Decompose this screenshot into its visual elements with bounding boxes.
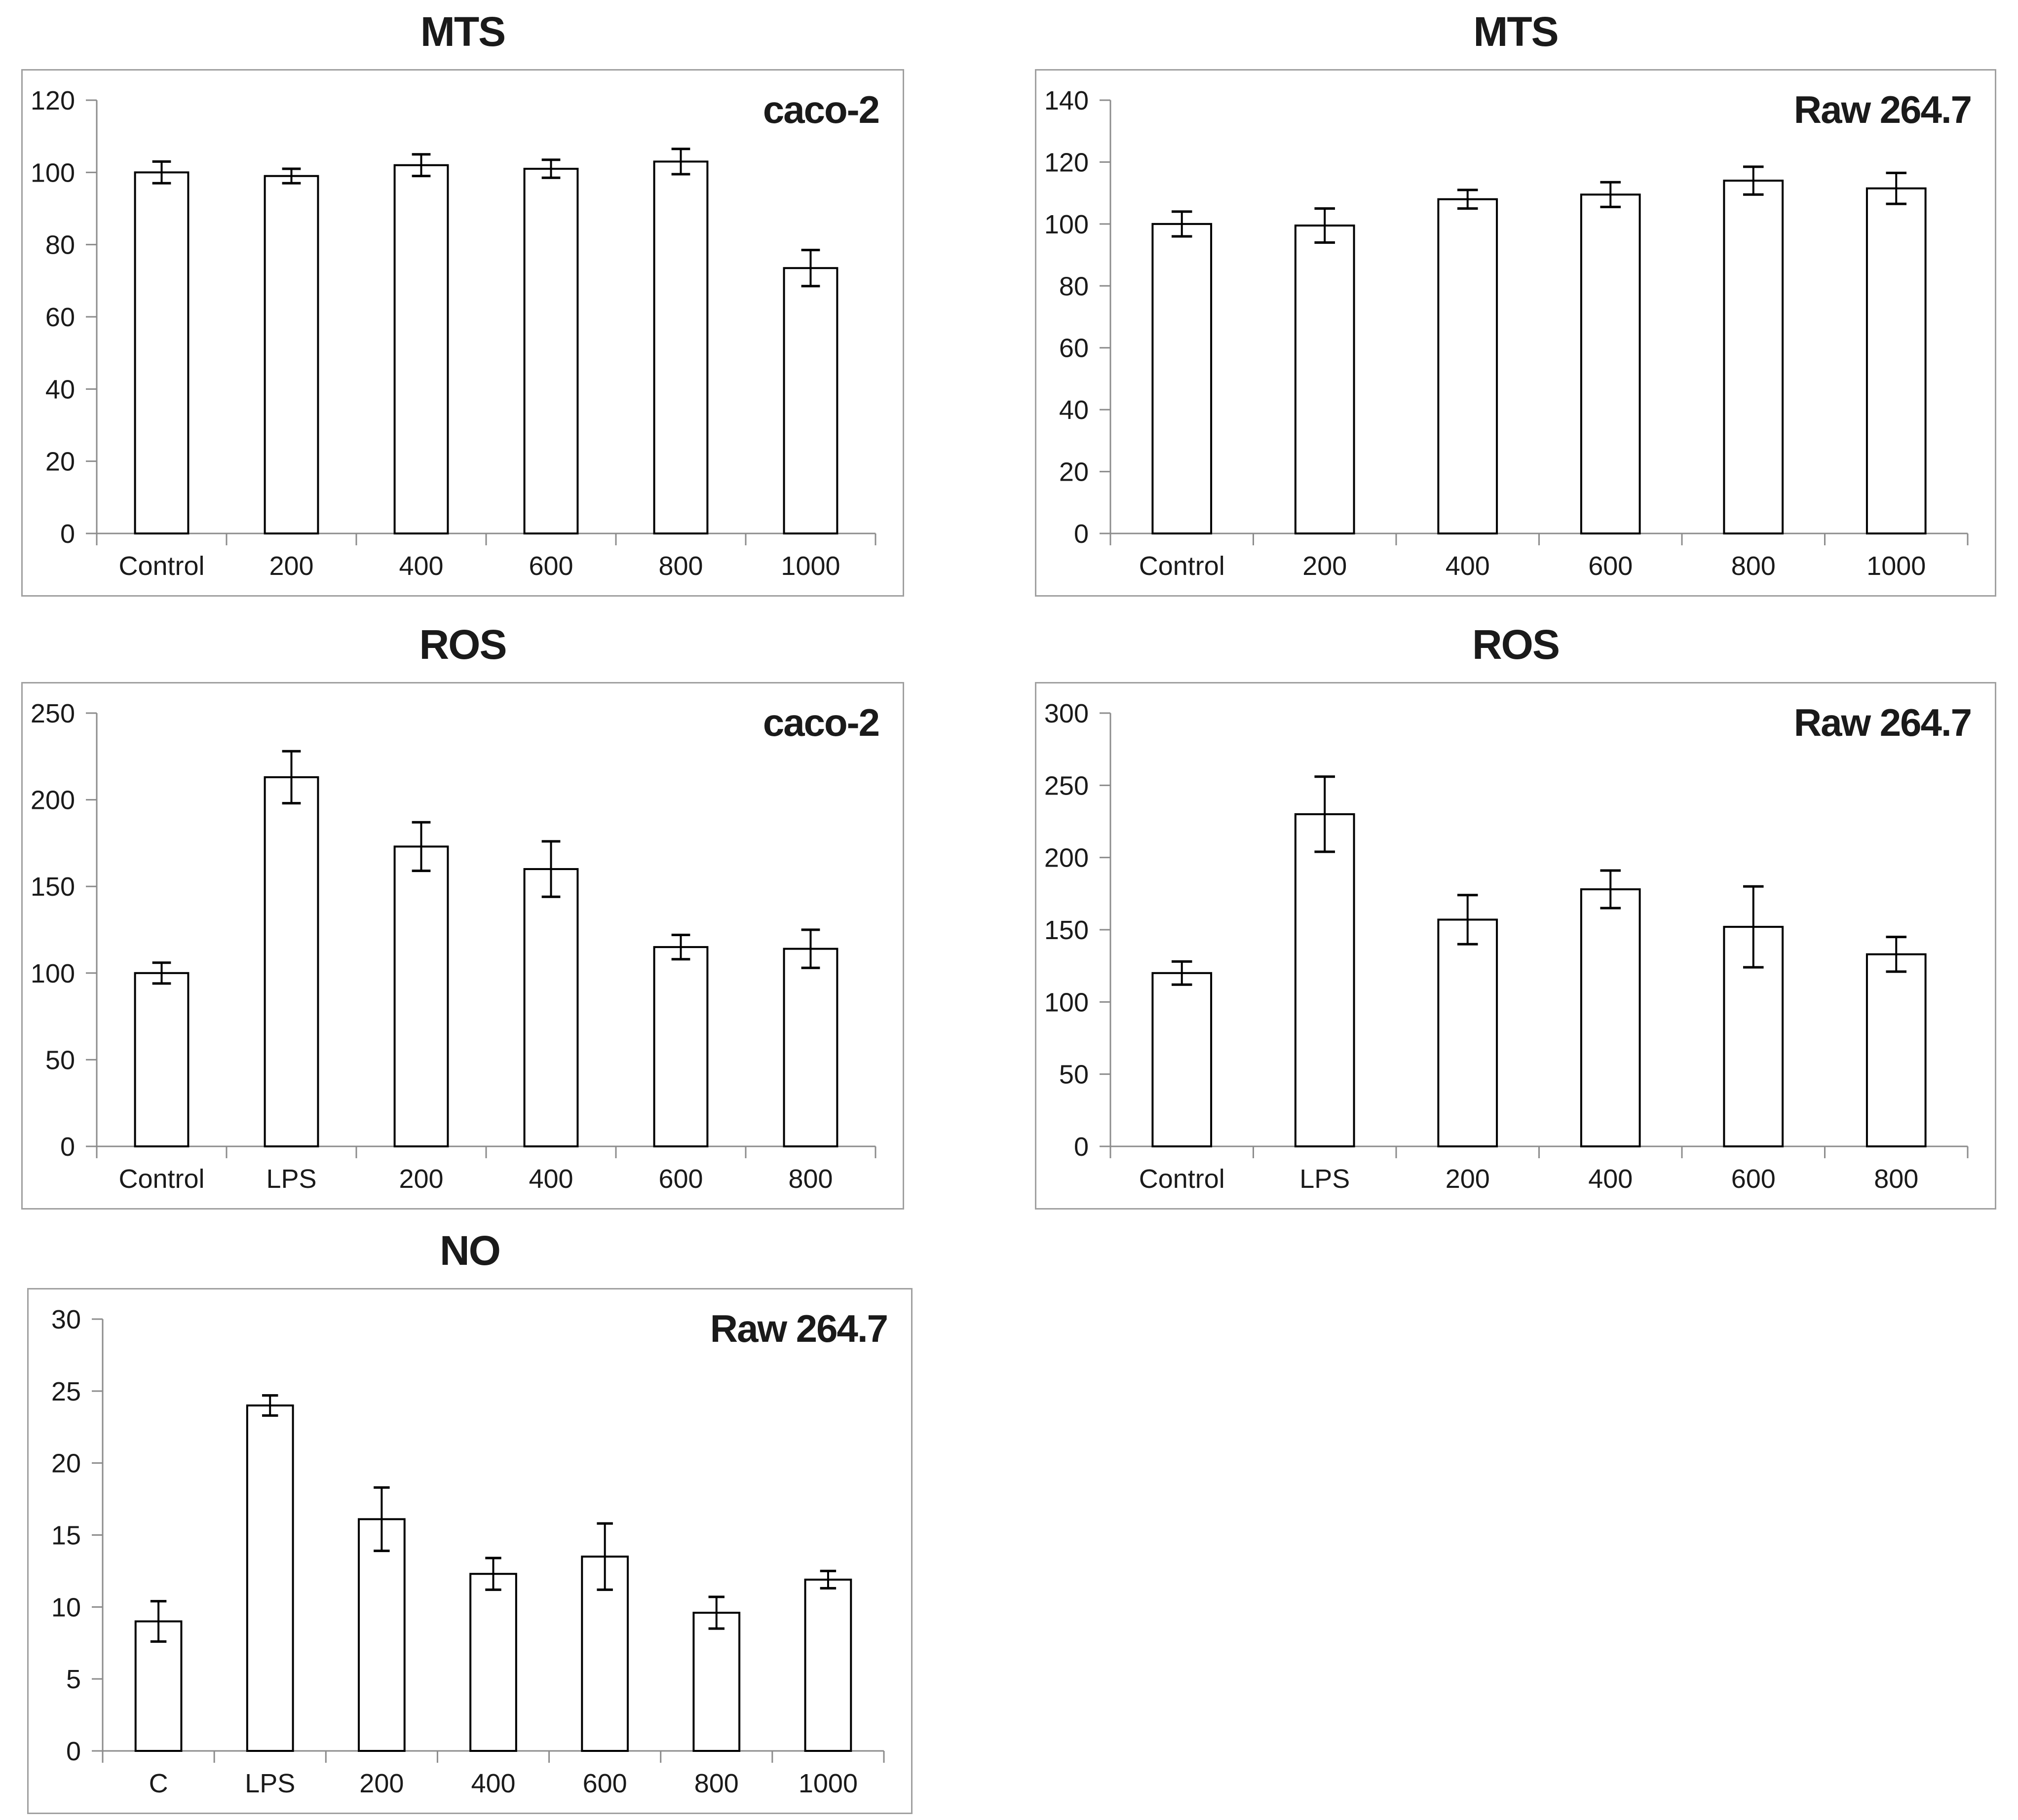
plot-frame: 0 20 40 60 80 100 120 Control 200 400 600 800 1000 c… <box>21 69 904 597</box>
svg-text:400: 400 <box>399 551 443 581</box>
cell-line-label: caco-2 <box>762 701 880 744</box>
svg-text:0: 0 <box>1074 1132 1089 1162</box>
svg-text:200: 200 <box>269 551 313 581</box>
svg-text:LPS: LPS <box>1299 1164 1350 1194</box>
svg-text:200: 200 <box>359 1769 404 1798</box>
svg-text:15: 15 <box>51 1521 81 1551</box>
svg-text:LPS: LPS <box>266 1164 316 1194</box>
plot-frame: 0 20 40 60 80 100 120 140 Control 200 400 600 800 100… <box>1035 69 1996 597</box>
svg-text:60: 60 <box>45 303 75 332</box>
svg-text:800: 800 <box>658 551 703 581</box>
svg-text:400: 400 <box>1446 551 1490 581</box>
bar-plot: 0 5 10 15 20 25 30 C LPS 200 400 600 800 1000 <box>51 1305 885 1798</box>
svg-text:30: 30 <box>51 1305 81 1334</box>
svg-text:20: 20 <box>45 447 75 477</box>
plot-frame: 0 50 100 150 200 250 300 Control LPS 200 400 600 800… <box>1035 682 1996 1210</box>
svg-text:400: 400 <box>471 1769 515 1798</box>
svg-text:1000: 1000 <box>781 551 840 581</box>
cell-line-label: Raw 264.7 <box>710 1307 888 1350</box>
svg-text:400: 400 <box>529 1164 573 1194</box>
svg-text:50: 50 <box>45 1045 75 1075</box>
svg-text:300: 300 <box>1044 699 1089 728</box>
svg-text:150: 150 <box>1044 915 1089 945</box>
svg-text:0: 0 <box>60 1132 75 1162</box>
chart-title: ROS <box>419 621 507 668</box>
bar-plot: 0 50 100 150 200 250 300 Control LPS 200 400 600 800 <box>1044 699 1969 1194</box>
svg-text:150: 150 <box>31 872 75 902</box>
cell-line-label: Raw 264.7 <box>1793 701 1972 744</box>
svg-text:800: 800 <box>694 1769 739 1798</box>
svg-text:120: 120 <box>31 86 75 115</box>
svg-text:60: 60 <box>1059 334 1089 363</box>
cell-line-label: Raw 264.7 <box>1793 88 1972 131</box>
svg-text:800: 800 <box>1874 1164 1918 1194</box>
svg-text:800: 800 <box>1731 551 1776 581</box>
svg-text:40: 40 <box>45 375 75 404</box>
svg-text:LPS: LPS <box>245 1769 295 1798</box>
chart-mts-caco2: MTS 0 20 40 60 80 100 120 Control 200 400 600 800 10… <box>21 4 904 597</box>
svg-text:200: 200 <box>1446 1164 1490 1194</box>
svg-text:0: 0 <box>1074 519 1089 549</box>
svg-text:20: 20 <box>51 1449 81 1479</box>
chart-no-raw2647: NO 0 5 10 15 20 25 30 C LPS 200 400 600 800 1000 Raw … <box>27 1223 913 1814</box>
chart-title: NO <box>440 1227 501 1274</box>
svg-text:200: 200 <box>31 786 75 815</box>
svg-text:0: 0 <box>66 1737 81 1766</box>
svg-text:80: 80 <box>45 230 75 260</box>
chart-ros-raw2647: ROS 0 50 100 150 200 250 300 Control LPS 200 400 60… <box>1035 617 1996 1210</box>
svg-text:Control: Control <box>118 551 204 581</box>
svg-text:600: 600 <box>658 1164 703 1194</box>
chart-title: MTS <box>420 8 506 55</box>
chart-ros-caco2: ROS 0 50 100 150 200 250 Control LPS 200 400 600 80… <box>21 617 904 1210</box>
svg-text:10: 10 <box>51 1592 81 1622</box>
svg-text:5: 5 <box>66 1665 81 1694</box>
svg-text:400: 400 <box>1588 1164 1633 1194</box>
cell-line-label: caco-2 <box>762 88 880 131</box>
svg-text:Control: Control <box>1139 551 1225 581</box>
svg-text:40: 40 <box>1059 395 1089 425</box>
svg-text:250: 250 <box>1044 771 1089 800</box>
svg-text:120: 120 <box>1044 148 1089 177</box>
svg-text:600: 600 <box>1731 1164 1776 1194</box>
svg-text:1000: 1000 <box>1866 551 1926 581</box>
svg-text:140: 140 <box>1044 86 1089 115</box>
bar-plot: 0 50 100 150 200 250 Control LPS 200 400 600 800 <box>31 699 876 1194</box>
svg-text:200: 200 <box>399 1164 443 1194</box>
svg-text:0: 0 <box>60 519 75 549</box>
svg-text:Control: Control <box>118 1164 204 1194</box>
plot-frame: 0 50 100 150 200 250 Control LPS 200 400 600 800 ca… <box>21 682 904 1210</box>
bar-plot: 0 20 40 60 80 100 120 Control 200 400 600 800 1000 <box>31 86 876 581</box>
chart-title: MTS <box>1473 8 1559 55</box>
svg-text:100: 100 <box>1044 210 1089 239</box>
svg-text:1000: 1000 <box>799 1769 858 1798</box>
svg-text:600: 600 <box>583 1769 627 1798</box>
chart-title: ROS <box>1472 621 1560 668</box>
svg-text:Control: Control <box>1139 1164 1225 1194</box>
svg-text:20: 20 <box>1059 457 1089 487</box>
bar-plot: 0 20 40 60 80 100 120 140 Control 200 400 600 800 100… <box>1044 86 1969 581</box>
svg-text:50: 50 <box>1059 1060 1089 1090</box>
svg-text:C: C <box>149 1769 168 1798</box>
svg-text:25: 25 <box>51 1377 81 1406</box>
chart-mts-raw2647: MTS 0 20 40 60 80 100 120 140 Control 200 400 600 80… <box>1035 4 1996 597</box>
svg-text:800: 800 <box>788 1164 833 1194</box>
svg-text:80: 80 <box>1059 271 1089 301</box>
svg-text:100: 100 <box>31 158 75 188</box>
plot-frame: 0 5 10 15 20 25 30 C LPS 200 400 600 800 1000 Raw 264… <box>27 1288 913 1814</box>
svg-text:200: 200 <box>1302 551 1347 581</box>
svg-text:250: 250 <box>31 699 75 728</box>
svg-text:600: 600 <box>529 551 573 581</box>
svg-text:600: 600 <box>1588 551 1633 581</box>
svg-text:100: 100 <box>31 959 75 988</box>
svg-text:100: 100 <box>1044 987 1089 1017</box>
svg-text:200: 200 <box>1044 843 1089 873</box>
